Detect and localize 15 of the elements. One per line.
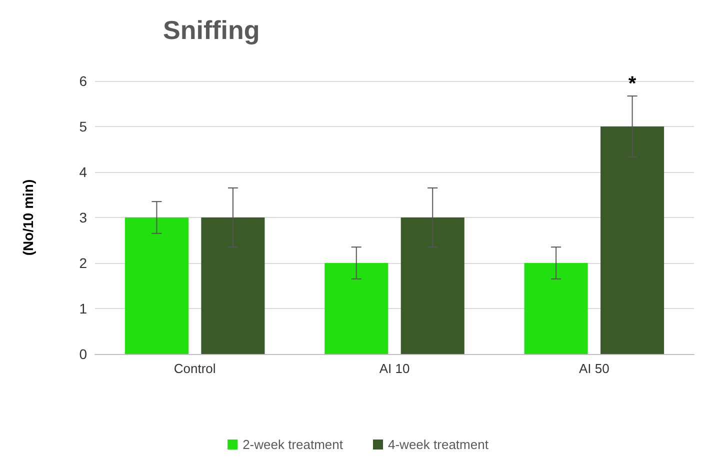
annotation: * (628, 73, 636, 96)
y-tick-label: 3 (79, 210, 88, 226)
y-axis-title: (No/10 min) (20, 179, 36, 256)
y-tick-label: 1 (79, 300, 88, 316)
legend-label: 2-week treatment (242, 437, 344, 452)
x-tick-label: AI 50 (578, 361, 610, 376)
y-tick-label: 2 (79, 255, 88, 271)
chart-title: Sniffing (163, 15, 260, 45)
x-tick-label: Control (174, 361, 216, 376)
y-tick-label: 5 (79, 118, 88, 134)
y-tick-label: 4 (79, 164, 88, 180)
y-tick-label: 6 (79, 73, 88, 89)
y-tick-label: 0 (79, 346, 88, 362)
x-tick-label: AI 10 (379, 361, 410, 376)
legend-label: 4-week treatment (388, 437, 489, 452)
